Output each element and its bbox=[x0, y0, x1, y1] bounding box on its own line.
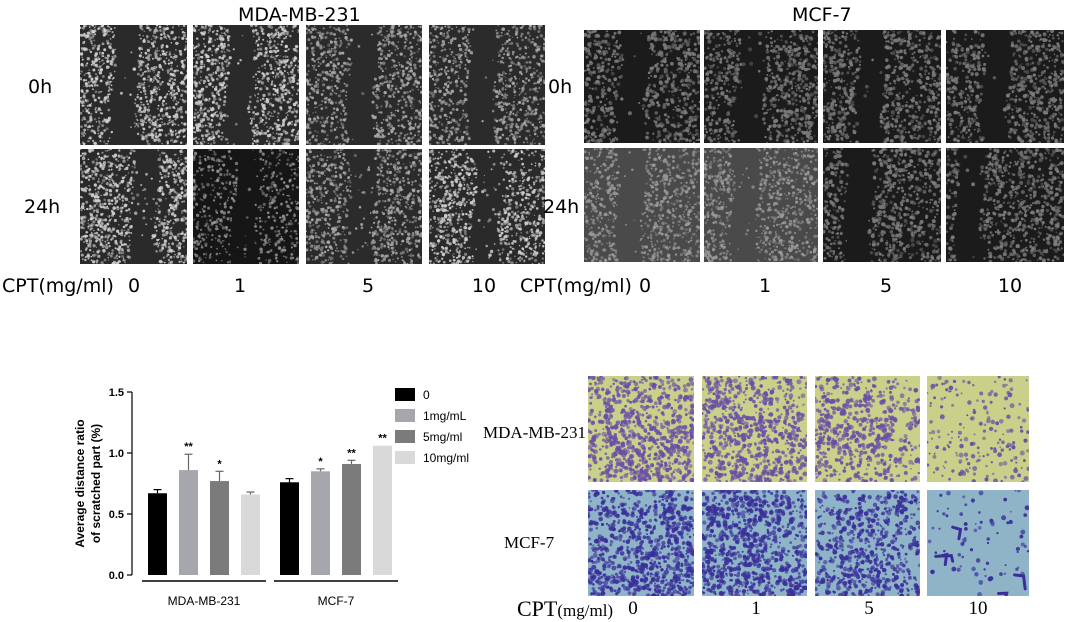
scratch-image bbox=[823, 148, 941, 262]
legend-swatch bbox=[395, 388, 415, 401]
significance-label: ** bbox=[378, 433, 387, 445]
category-label: MCF-7 bbox=[318, 594, 355, 608]
transwell-image bbox=[702, 490, 807, 596]
transwell-dose-label: 10 bbox=[958, 598, 998, 620]
dose-label: 1 bbox=[220, 275, 260, 297]
scratch-image bbox=[429, 25, 545, 145]
significance-label: ** bbox=[184, 441, 193, 453]
bar bbox=[342, 464, 361, 575]
bar bbox=[311, 471, 330, 575]
transwell-dose-label: 5 bbox=[849, 598, 889, 620]
scratch-image bbox=[306, 149, 422, 264]
scratch-image bbox=[704, 30, 818, 143]
scratch-image bbox=[704, 148, 818, 262]
row-label-0h: 0h bbox=[28, 76, 52, 98]
dose-label: 5 bbox=[866, 275, 906, 297]
legend-label: 5mg/ml bbox=[423, 430, 462, 444]
transwell-row-label-mda: MDA-MB-231 bbox=[483, 423, 586, 443]
scratch-image bbox=[584, 148, 700, 262]
transwell-image bbox=[588, 376, 694, 482]
y-tick-label: 1.5 bbox=[109, 387, 124, 399]
bar bbox=[179, 470, 198, 575]
dose-label: 0 bbox=[625, 275, 665, 297]
y-axis-label: Average distance ratio bbox=[73, 419, 87, 547]
legend-swatch bbox=[395, 451, 415, 464]
y-tick-label: 0.5 bbox=[109, 509, 124, 521]
scratch-image bbox=[823, 30, 941, 143]
significance-label: * bbox=[318, 456, 323, 468]
dose-label: 5 bbox=[348, 275, 388, 297]
transwell-dose-label: 0 bbox=[613, 598, 653, 620]
scratch-image bbox=[946, 148, 1064, 262]
transwell-image bbox=[702, 376, 807, 482]
bar bbox=[280, 482, 299, 575]
transwell-row-label-mcf7: MCF-7 bbox=[504, 533, 554, 553]
scratch-image bbox=[584, 30, 700, 143]
scratch-image bbox=[193, 25, 299, 145]
cpt-axis-label: CPT(mg/ml) bbox=[2, 275, 114, 297]
transwell-cpt-label: CPT(mg/ml) bbox=[517, 596, 613, 622]
significance-label: ** bbox=[347, 447, 356, 459]
legend-label: 0 bbox=[423, 388, 430, 402]
row-label-24h: 24h bbox=[543, 196, 579, 218]
bar bbox=[148, 493, 167, 575]
scratch-image bbox=[80, 149, 187, 264]
dose-label: 0 bbox=[114, 275, 154, 297]
dose-label: 1 bbox=[745, 275, 785, 297]
transwell-image bbox=[815, 490, 920, 596]
legend-label: 10mg/ml bbox=[423, 451, 469, 465]
scratch-image bbox=[80, 25, 187, 145]
transwell-image bbox=[815, 376, 920, 482]
scratch-image bbox=[306, 25, 422, 145]
transwell-cpt-unit: (mg/ml) bbox=[557, 601, 613, 620]
dose-label: 10 bbox=[990, 275, 1030, 297]
dose-label: 10 bbox=[464, 275, 504, 297]
bar bbox=[210, 481, 229, 575]
cpt-axis-label: CPT(mg/ml) bbox=[520, 275, 632, 297]
transwell-image bbox=[588, 490, 694, 596]
transwell-dose-label: 1 bbox=[736, 598, 776, 620]
y-axis-label: of scratched part (%) bbox=[89, 424, 103, 543]
transwell-image bbox=[927, 376, 1029, 482]
scratch-image bbox=[193, 149, 299, 264]
scratch-image bbox=[429, 149, 545, 264]
legend-label: 1mg/mL bbox=[423, 409, 467, 423]
transwell-image bbox=[927, 490, 1029, 596]
legend-swatch bbox=[395, 409, 415, 422]
row-label-0h: 0h bbox=[548, 76, 572, 98]
transwell-cpt-text: CPT bbox=[517, 596, 557, 621]
y-tick-label: 1.0 bbox=[109, 448, 124, 460]
bar bbox=[373, 446, 392, 575]
scratch-image bbox=[946, 30, 1064, 143]
significance-label: * bbox=[217, 458, 222, 470]
legend-swatch bbox=[395, 430, 415, 443]
panel-title-mda: MDA-MB-231 bbox=[238, 4, 361, 26]
category-label: MDA-MB-231 bbox=[168, 594, 241, 608]
bar bbox=[241, 494, 260, 575]
y-tick-label: 0.0 bbox=[109, 570, 124, 582]
row-label-24h: 24h bbox=[24, 196, 60, 218]
panel-title-mcf7: MCF-7 bbox=[792, 4, 852, 26]
